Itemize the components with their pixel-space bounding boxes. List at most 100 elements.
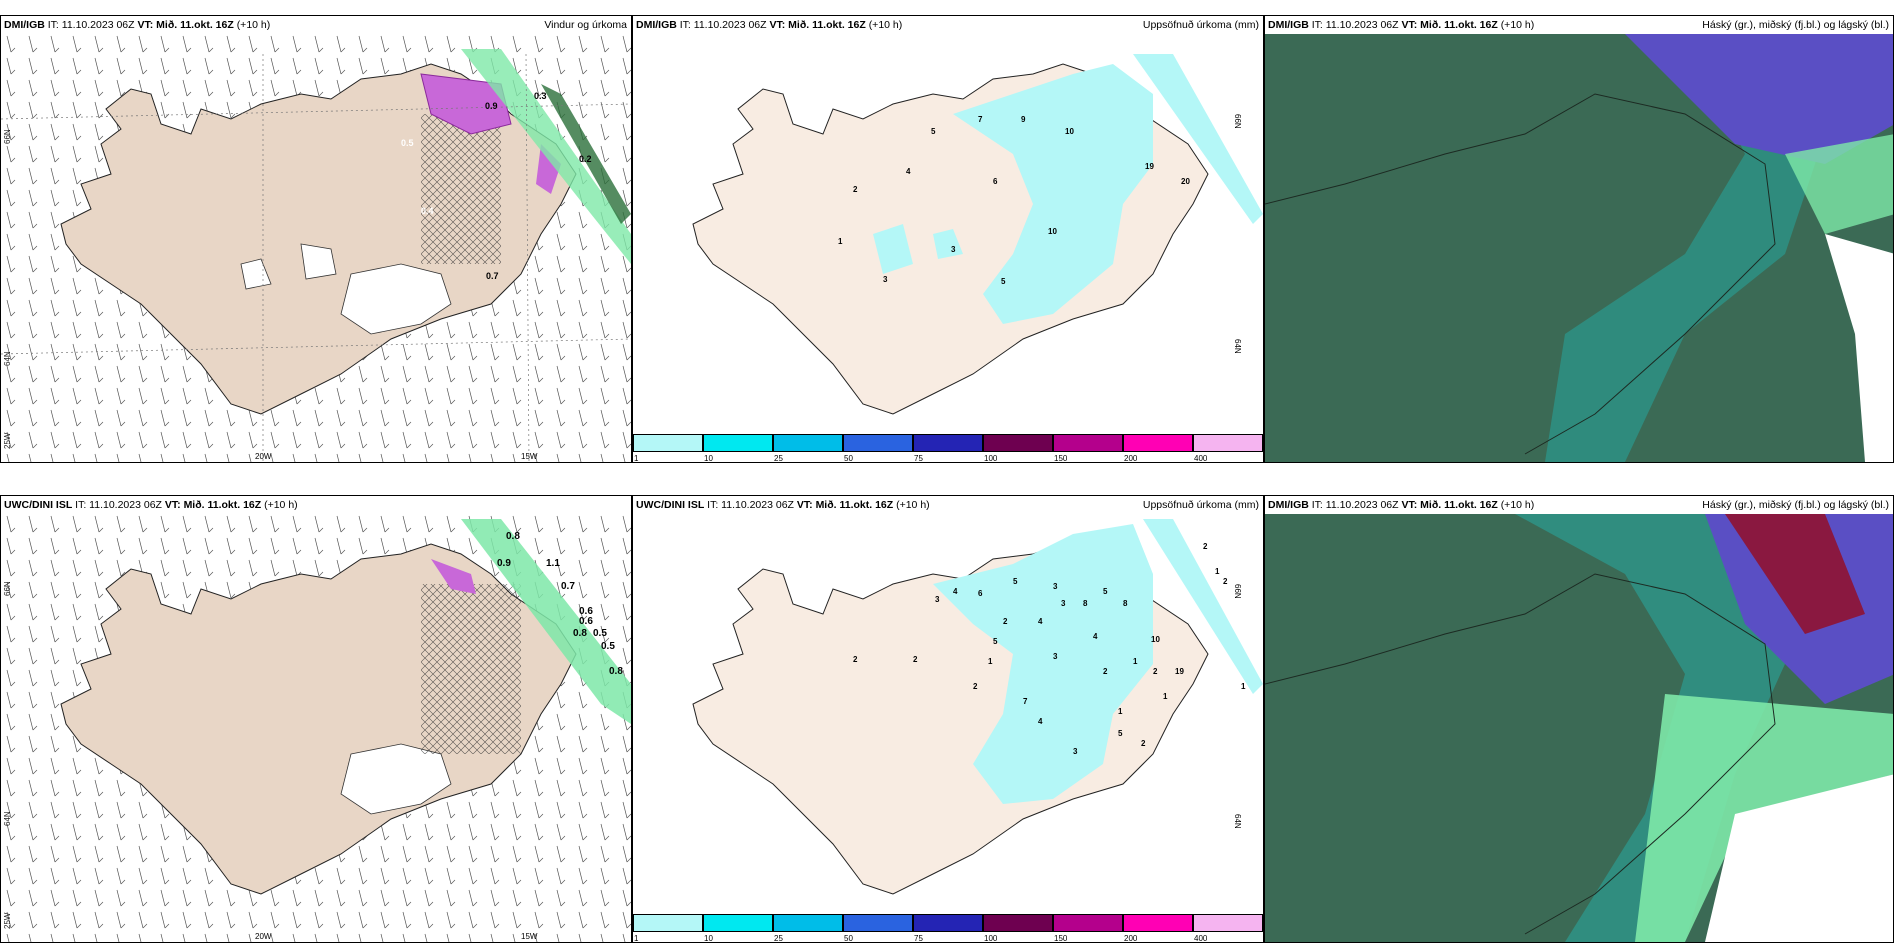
precip-value: 3 [1061,599,1066,608]
precip-value: 6 [978,589,983,598]
colorbar: 1 10 25 50 75 100 150 200 400 [633,434,1263,463]
init-time: IT: 11.10.2023 06Z [75,499,162,511]
colorbar-tick: 75 [914,454,923,463]
lat-line [1,338,631,355]
hatch-precip [421,114,501,264]
colorbar-tick: 150 [1054,934,1068,943]
glacier [240,258,272,290]
panel-clouds-dmi-2: DMI/IGB IT: 11.10.2023 06Z VT: Mið. 11.o… [1264,495,1894,943]
wind-value-label: 0.5 [593,628,607,639]
colorbar-swatch [1123,434,1193,452]
panel-header: DMI/IGB IT: 11.10.2023 06Z VT: Mið. 11.o… [1,16,631,34]
precip-map: 2 2 3 4 6 5 3 3 8 5 8 2 1 2 2 5 4 1 2 3 … [692,519,1263,895]
precip-value: 4 [1038,617,1043,626]
precip-value: 4 [1038,717,1043,726]
precip-area [873,224,913,274]
heavy-precip [536,144,561,194]
wind-value-label: 0.9 [497,558,511,569]
valid-time: Mið. 11.okt. 16Z [788,19,866,31]
lat-label: 64N [3,811,12,826]
lat-label: 66N [3,581,12,596]
panel-header: UWC/DINI ISL IT: 11.10.2023 06Z VT: Mið.… [633,496,1263,514]
colorbar-swatch [1053,914,1123,932]
colorbar-swatch [1053,434,1123,452]
lon-line [525,53,530,462]
precip-value: 7 [1023,697,1028,706]
wind-value-label: 0.8 [506,531,520,542]
lon-label: 15W [521,932,538,941]
panel-clouds-dmi: DMI/IGB IT: 11.10.2023 06Z VT: Mið. 11.o… [1264,15,1894,463]
lead-time: (+10 h) [264,499,298,511]
precip-area [933,524,1153,804]
precip-value: 5 [1103,587,1108,596]
lead-time: (+10 h) [868,19,903,31]
precip-area [933,229,963,259]
precip-value: 2 [1003,617,1008,626]
low-cloud [1635,694,1893,942]
lon-label: 20W [255,452,272,461]
colorbar-tick: 200 [1124,454,1138,463]
wind-value-label: 0.9 [485,101,498,111]
lead-time: (+10 h) [896,499,930,511]
cloud-map [1265,514,1893,942]
colorbar-tick: 400 [1194,934,1208,943]
precip-value: 2 [1141,739,1146,748]
init-time: IT: 11.10.2023 06Z [679,19,767,31]
precip-value: 3 [951,245,956,254]
coastal-precip-dark [541,84,631,224]
product-title: Uppsöfnuð úrkoma (mm) [1142,499,1259,511]
panel-header: DMI/IGB IT: 11.10.2023 06Z VT: Mið. 11.o… [633,16,1263,34]
colorbar-tick: 75 [914,934,923,943]
colorbar-swatch [1193,914,1263,932]
precip-value: 1 [988,657,993,666]
valid-time-label: VT: [137,19,154,31]
lead-time: (+10 h) [1500,19,1535,31]
model-name: DMI/IGB [1268,499,1309,511]
precip-value: 2 [853,655,858,664]
panel-header: DMI/IGB IT: 11.10.2023 06Z VT: Mið. 11.o… [1265,16,1893,34]
precip-value: 2 [973,682,978,691]
glacier [340,263,452,335]
high-cloud-dense [1725,514,1865,634]
model-name: UWC/DINI ISL [636,499,705,511]
clear-area [1705,774,1893,942]
precip-value: 1 [1215,567,1220,576]
mid-cloud [1515,514,1785,942]
colorbar-tick: 10 [704,454,713,463]
wind-value-label: 0.7 [486,271,499,281]
colorbar-swatch [843,434,913,452]
precip-value: 9 [1021,115,1026,124]
colorbar-tick: 25 [774,934,783,943]
hatch-precip [421,584,521,754]
valid-time-label: VT: [796,499,813,511]
precip-area [953,64,1153,324]
precip-area [1133,54,1263,224]
precip-value: 10 [1065,127,1074,136]
precip-value: 10 [1151,635,1160,644]
lat-label: 64N [1233,339,1242,354]
model-name: DMI/IGB [1268,19,1309,31]
colorbar-swatch [913,914,983,932]
precip-value: 5 [931,127,936,136]
colorbar-swatch [633,434,703,452]
valid-time-label: VT: [769,19,786,31]
glacier [340,743,452,815]
product-title: Uppsöfnuð úrkoma (mm) [1142,19,1259,31]
valid-time-label: VT: [164,499,181,511]
precip-value: 19 [1145,162,1154,171]
product-title: Vindur og úrkoma [544,19,627,31]
wind-value-label: 0.2 [579,154,592,164]
model-name: DMI/IGB [4,19,45,31]
wind-value-label: 0.6 [579,606,593,617]
lat-label: 64N [1233,814,1242,829]
colorbar: 1 10 25 50 75 100 150 200 400 [633,914,1263,943]
glacier [300,243,337,280]
precip-value: 5 [1013,577,1018,586]
coastline [1265,573,1776,935]
colorbar-tick: 25 [774,454,783,463]
precip-value: 1 [838,237,843,246]
precip-value: 2 [1203,542,1208,551]
precip-value: 8 [1083,599,1088,608]
lead-time: (+10 h) [1500,499,1535,511]
precip-value: 5 [993,637,998,646]
